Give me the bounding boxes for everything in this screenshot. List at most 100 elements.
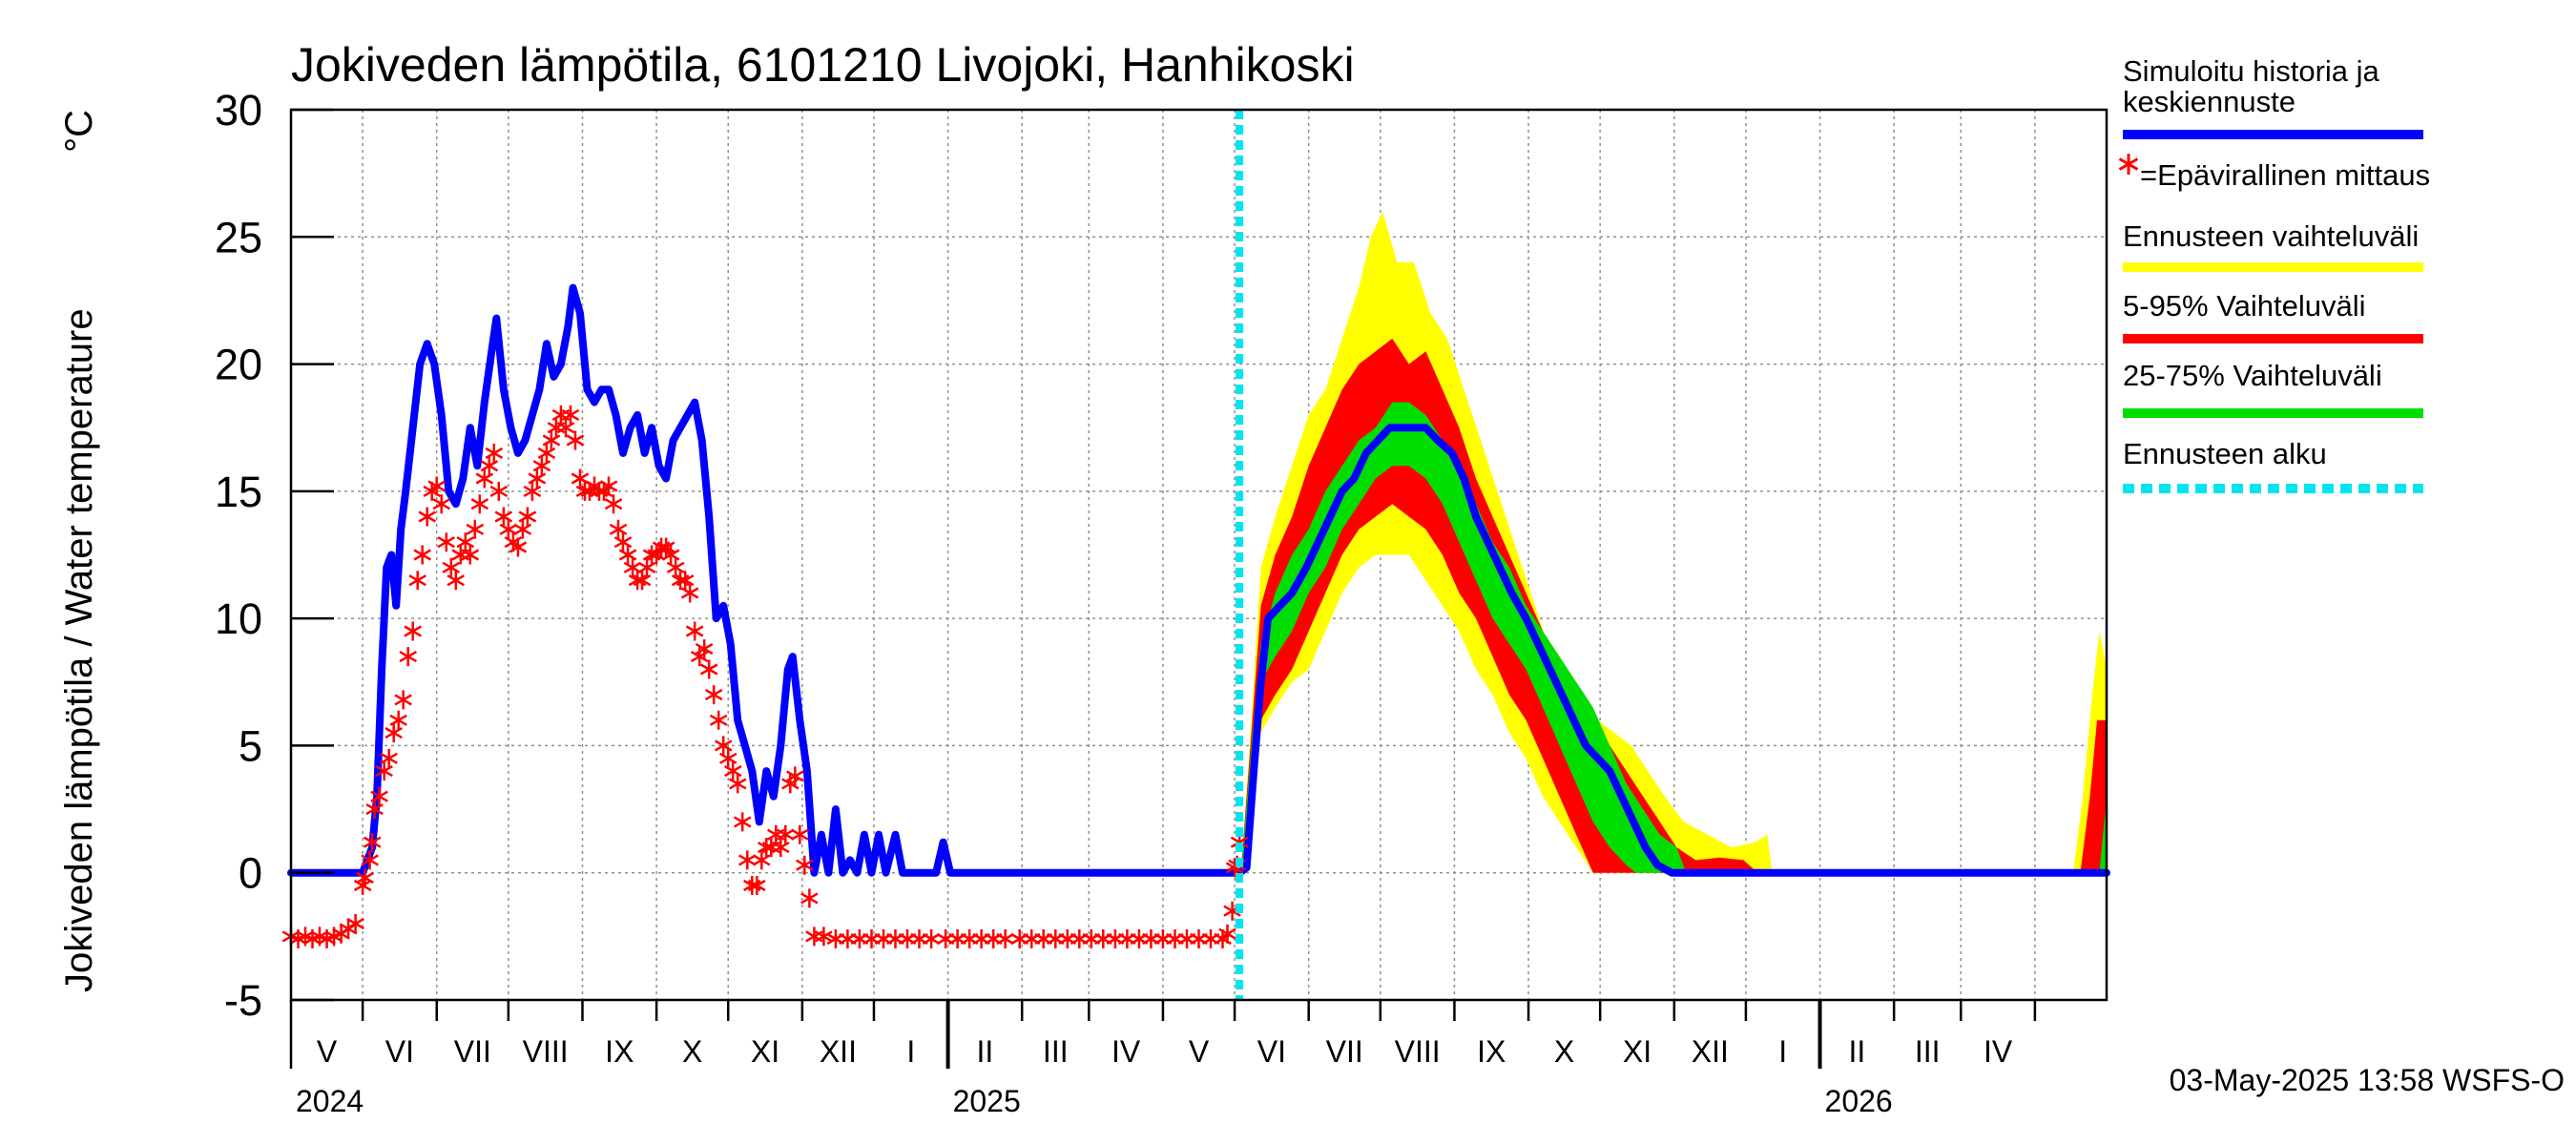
x-month-label: IX bbox=[605, 1034, 634, 1069]
x-year-label: 2025 bbox=[953, 1084, 1021, 1118]
x-month-label: IX bbox=[1477, 1034, 1506, 1069]
measurement-point bbox=[485, 443, 504, 463]
legend-label: Ennusteen alku bbox=[2123, 437, 2327, 470]
measurement-point bbox=[685, 621, 704, 641]
measurement-point bbox=[695, 639, 714, 659]
measurement-point bbox=[561, 405, 580, 425]
y-tick-label: 30 bbox=[215, 86, 262, 135]
legend-item: Ennusteen alku bbox=[2123, 437, 2423, 493]
x-month-label: I bbox=[906, 1034, 915, 1069]
measurement-point bbox=[509, 537, 528, 557]
x-month-label: VI bbox=[1257, 1034, 1286, 1069]
measurement-point bbox=[365, 800, 384, 820]
x-month-label: XI bbox=[1623, 1034, 1652, 1069]
measurement-point bbox=[442, 557, 461, 577]
measurement-point bbox=[609, 519, 628, 539]
x-year-label: 2026 bbox=[1825, 1084, 1893, 1118]
measurement-point bbox=[418, 507, 437, 527]
measurement-point bbox=[737, 850, 757, 870]
x-year-label: 2024 bbox=[296, 1084, 364, 1118]
measurement-point bbox=[623, 557, 642, 577]
measurement-point bbox=[714, 736, 733, 756]
x-month-label: IV bbox=[1111, 1034, 1141, 1069]
measurement-point bbox=[466, 519, 485, 539]
measurement-point bbox=[699, 659, 718, 679]
measurement-point bbox=[733, 812, 752, 832]
x-month-label: XII bbox=[820, 1034, 857, 1069]
measurement-point bbox=[709, 710, 728, 730]
measurement-point bbox=[432, 494, 451, 514]
plot-frame bbox=[289, 108, 2109, 1002]
y-tick-label: -5 bbox=[224, 976, 262, 1025]
x-month-label: II bbox=[977, 1034, 994, 1069]
measurement-point bbox=[404, 621, 423, 641]
measurement-point bbox=[394, 690, 412, 710]
band-area bbox=[2080, 719, 2107, 873]
measurement-point bbox=[537, 443, 556, 463]
y-tick-label: 0 bbox=[239, 849, 262, 898]
x-month-label: X bbox=[682, 1034, 702, 1069]
measurement-point bbox=[356, 868, 374, 887]
measurement-point bbox=[747, 876, 766, 895]
measurement-point bbox=[370, 786, 388, 806]
legend-label: 25-75% Vaihteluväli bbox=[2123, 359, 2382, 392]
measurement-point bbox=[604, 494, 623, 514]
measurement-point bbox=[389, 710, 407, 730]
legend-item: 25-75% Vaihteluväli bbox=[2123, 359, 2423, 418]
measurement-point bbox=[408, 571, 427, 591]
measurement-point bbox=[666, 557, 685, 577]
x-month-label: V bbox=[317, 1034, 338, 1069]
measurement-point bbox=[791, 824, 809, 844]
legend-label: keskiennuste bbox=[2123, 85, 2296, 118]
measurement-point bbox=[518, 507, 537, 527]
measurement-point bbox=[461, 545, 480, 565]
measurement-point bbox=[815, 926, 833, 947]
legend-label: 5-95% Vaihteluväli bbox=[2123, 289, 2365, 323]
legend-label: Ennusteen vaihteluväli bbox=[2123, 219, 2419, 253]
measurement-point bbox=[566, 430, 585, 450]
y-tick-label: 5 bbox=[239, 721, 262, 770]
measurement-point bbox=[489, 481, 509, 501]
measurement-point bbox=[786, 766, 804, 786]
measurement-point bbox=[704, 685, 723, 705]
measurement-point bbox=[571, 468, 590, 489]
x-month-label: XI bbox=[751, 1034, 779, 1069]
measurement-point bbox=[413, 545, 432, 565]
x-month-label: VIII bbox=[1395, 1034, 1441, 1069]
x-month-label: XII bbox=[1692, 1034, 1729, 1069]
x-month-label: III bbox=[1915, 1034, 1941, 1069]
measurement-point bbox=[728, 774, 747, 794]
band-area bbox=[1241, 402, 1687, 873]
y-tick-label: 15 bbox=[215, 468, 262, 516]
measurement-point bbox=[922, 929, 941, 948]
x-month-label: VII bbox=[1326, 1034, 1363, 1069]
x-month-label: VI bbox=[385, 1034, 414, 1069]
legend-item: 5-95% Vaihteluväli bbox=[2123, 289, 2423, 344]
measurement-point bbox=[380, 748, 398, 768]
y-axis-label: Jokiveden lämpötila / Water temperature bbox=[58, 308, 100, 992]
data-series bbox=[281, 110, 2110, 1000]
measurement-point bbox=[796, 855, 814, 875]
measurement-point bbox=[633, 571, 652, 591]
measurement-point bbox=[361, 850, 379, 870]
measurement-point bbox=[777, 824, 795, 844]
series-history-line bbox=[287, 283, 2110, 877]
legend-label: =Epävirallinen mittaus bbox=[2140, 158, 2430, 192]
band-area bbox=[2099, 796, 2107, 873]
timestamp-footer: 03-May-2025 13:58 WSFS-O bbox=[2170, 1063, 2565, 1097]
measurement-point bbox=[363, 832, 382, 852]
x-month-label: I bbox=[1778, 1034, 1787, 1069]
measurement-point bbox=[437, 532, 456, 552]
x-month-label: VIII bbox=[523, 1034, 569, 1069]
x-month-label: IV bbox=[1984, 1034, 2013, 1069]
measurement-point bbox=[499, 519, 518, 539]
legend-star-marker bbox=[2118, 154, 2139, 175]
measurement-point bbox=[996, 929, 1014, 948]
measurement-point bbox=[447, 571, 466, 591]
y-tick-label: 10 bbox=[215, 594, 262, 643]
measurement-point bbox=[800, 888, 819, 908]
legend-item: Ennusteen vaihteluväli bbox=[2123, 219, 2423, 272]
y-tick-label: 25 bbox=[215, 213, 262, 261]
